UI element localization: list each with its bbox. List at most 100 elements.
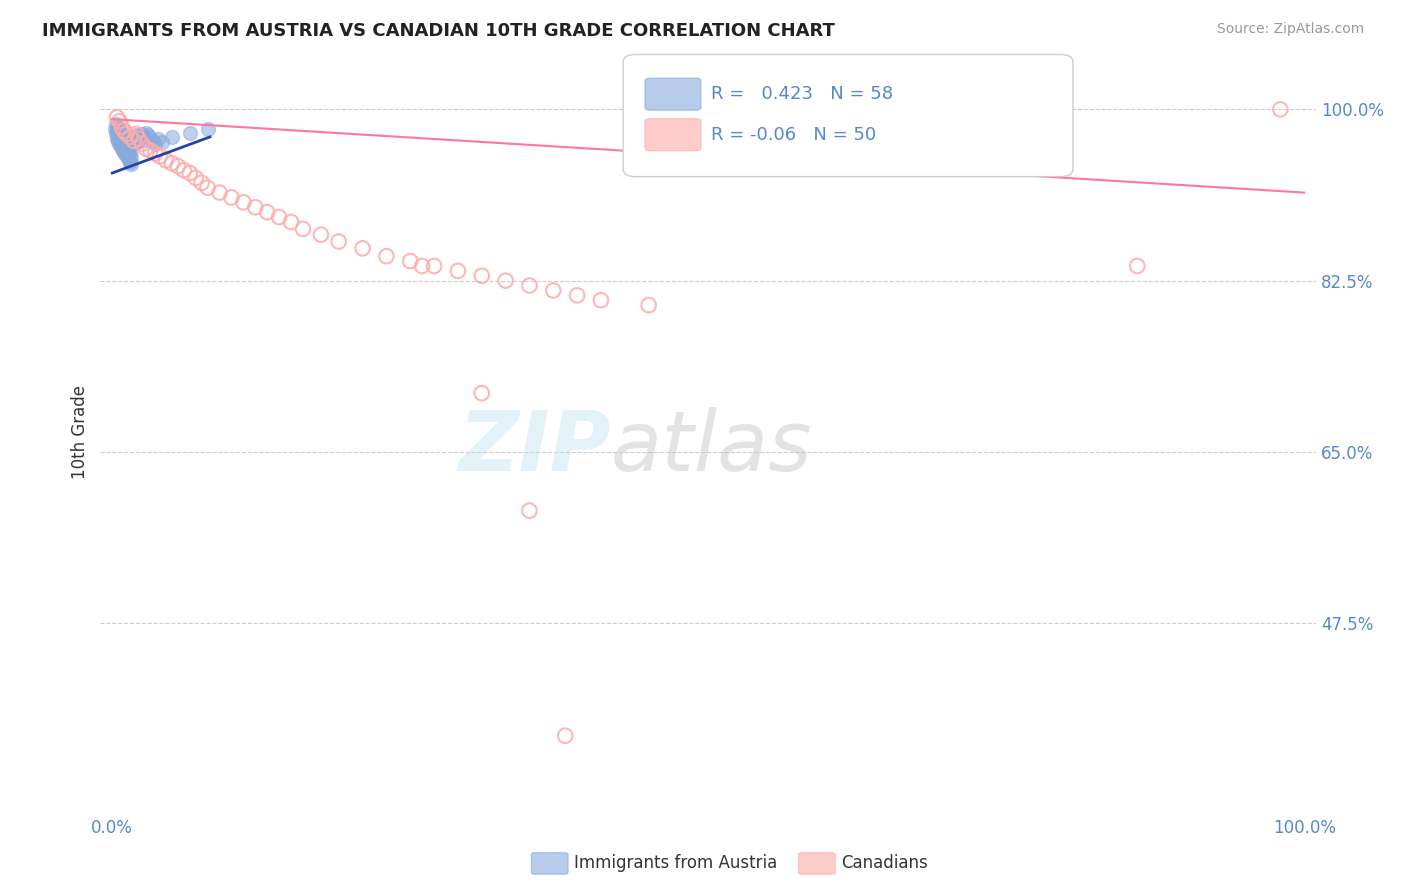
Point (142, 134, 165, 148)
Point (108, 122, 131, 136)
Point (112, 145, 135, 160)
Point (108, 114, 131, 128)
Point (111, 144, 134, 158)
Point (519, 278, 541, 293)
Point (117, 145, 139, 159)
Point (423, 259, 446, 273)
Point (112, 124, 135, 138)
FancyBboxPatch shape (645, 78, 702, 111)
Point (232, 195, 254, 210)
Point (471, 386, 494, 401)
Point (411, 259, 433, 273)
Point (110, 132, 132, 146)
Point (110, 138, 132, 153)
Point (129, 132, 152, 146)
Text: Canadians: Canadians (841, 855, 928, 872)
Point (471, 268, 494, 283)
Point (1270, 103, 1292, 117)
Point (108, 136, 131, 151)
Text: R = -0.06   N = 50: R = -0.06 N = 50 (710, 126, 876, 144)
Text: R =   0.423   N = 58: R = 0.423 N = 58 (710, 86, 893, 103)
Point (112, 138, 135, 153)
Point (134, 133, 156, 147)
Point (125, 128, 148, 142)
Point (115, 127, 138, 141)
Point (115, 143, 138, 157)
Point (127, 130, 149, 145)
Point (112, 132, 135, 146)
Point (399, 254, 422, 268)
Point (114, 147, 136, 161)
Point (105, 110, 128, 124)
Point (328, 235, 350, 249)
Point (111, 120, 134, 134)
Point (352, 241, 374, 255)
Point (447, 264, 470, 278)
Point (197, 180, 219, 194)
Point (125, 127, 148, 141)
Point (107, 134, 129, 148)
Text: ZIP: ZIP (458, 407, 612, 488)
Point (146, 132, 169, 146)
Point (125, 135, 148, 149)
Y-axis label: 10th Grade: 10th Grade (72, 385, 89, 479)
Point (143, 136, 166, 151)
Point (150, 135, 173, 149)
Point (155, 153, 177, 168)
Point (139, 144, 162, 158)
Point (190, 176, 212, 190)
Point (131, 127, 153, 141)
Point (554, 729, 576, 743)
Point (208, 186, 231, 200)
Point (111, 135, 134, 149)
Point (111, 137, 134, 152)
Point (166, 159, 188, 173)
Point (197, 122, 219, 136)
Point (221, 190, 243, 204)
Point (280, 215, 302, 229)
Point (136, 128, 159, 142)
Point (107, 127, 129, 141)
Point (309, 227, 332, 242)
Point (519, 503, 541, 517)
Point (589, 293, 612, 308)
Point (143, 146, 166, 161)
Point (105, 132, 128, 146)
Point (118, 153, 141, 168)
Point (245, 200, 267, 214)
Point (637, 298, 659, 312)
Text: Source: ZipAtlas.com: Source: ZipAtlas.com (1216, 22, 1364, 37)
Text: IMMIGRANTS FROM AUSTRIA VS CANADIAN 10TH GRADE CORRELATION CHART: IMMIGRANTS FROM AUSTRIA VS CANADIAN 10TH… (42, 22, 835, 40)
Point (121, 134, 143, 148)
Point (173, 163, 195, 178)
Point (375, 249, 398, 263)
Point (117, 151, 139, 165)
Point (135, 142, 157, 156)
Point (184, 170, 207, 185)
Point (122, 134, 145, 148)
Point (495, 274, 517, 288)
Point (135, 126, 157, 140)
Point (1126, 259, 1149, 273)
Point (543, 284, 565, 298)
Point (120, 157, 142, 171)
Point (122, 129, 145, 144)
Point (128, 132, 150, 146)
Point (107, 120, 129, 134)
Point (128, 128, 150, 143)
Point (105, 124, 128, 138)
Point (256, 205, 278, 219)
Point (104, 117, 127, 131)
Point (139, 130, 162, 145)
Point (122, 136, 145, 151)
Point (120, 129, 142, 144)
FancyBboxPatch shape (623, 54, 1073, 177)
Point (104, 122, 127, 136)
Point (111, 128, 134, 142)
Point (104, 127, 127, 141)
Point (131, 136, 153, 151)
Point (108, 129, 131, 144)
Point (565, 288, 588, 302)
FancyBboxPatch shape (645, 119, 702, 151)
Point (149, 149, 172, 163)
